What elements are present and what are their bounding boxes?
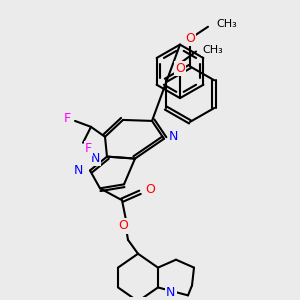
Text: F: F — [64, 112, 71, 125]
Text: N: N — [91, 152, 100, 165]
Text: O: O — [145, 183, 155, 196]
Text: F: F — [85, 142, 92, 155]
Text: O: O — [118, 220, 128, 232]
Text: O: O — [175, 62, 185, 75]
Text: N: N — [74, 164, 83, 177]
Text: N: N — [169, 130, 178, 143]
Text: O: O — [185, 32, 195, 45]
Text: CH₃: CH₃ — [216, 19, 237, 29]
Text: CH₃: CH₃ — [202, 45, 223, 55]
Text: N: N — [166, 286, 175, 299]
